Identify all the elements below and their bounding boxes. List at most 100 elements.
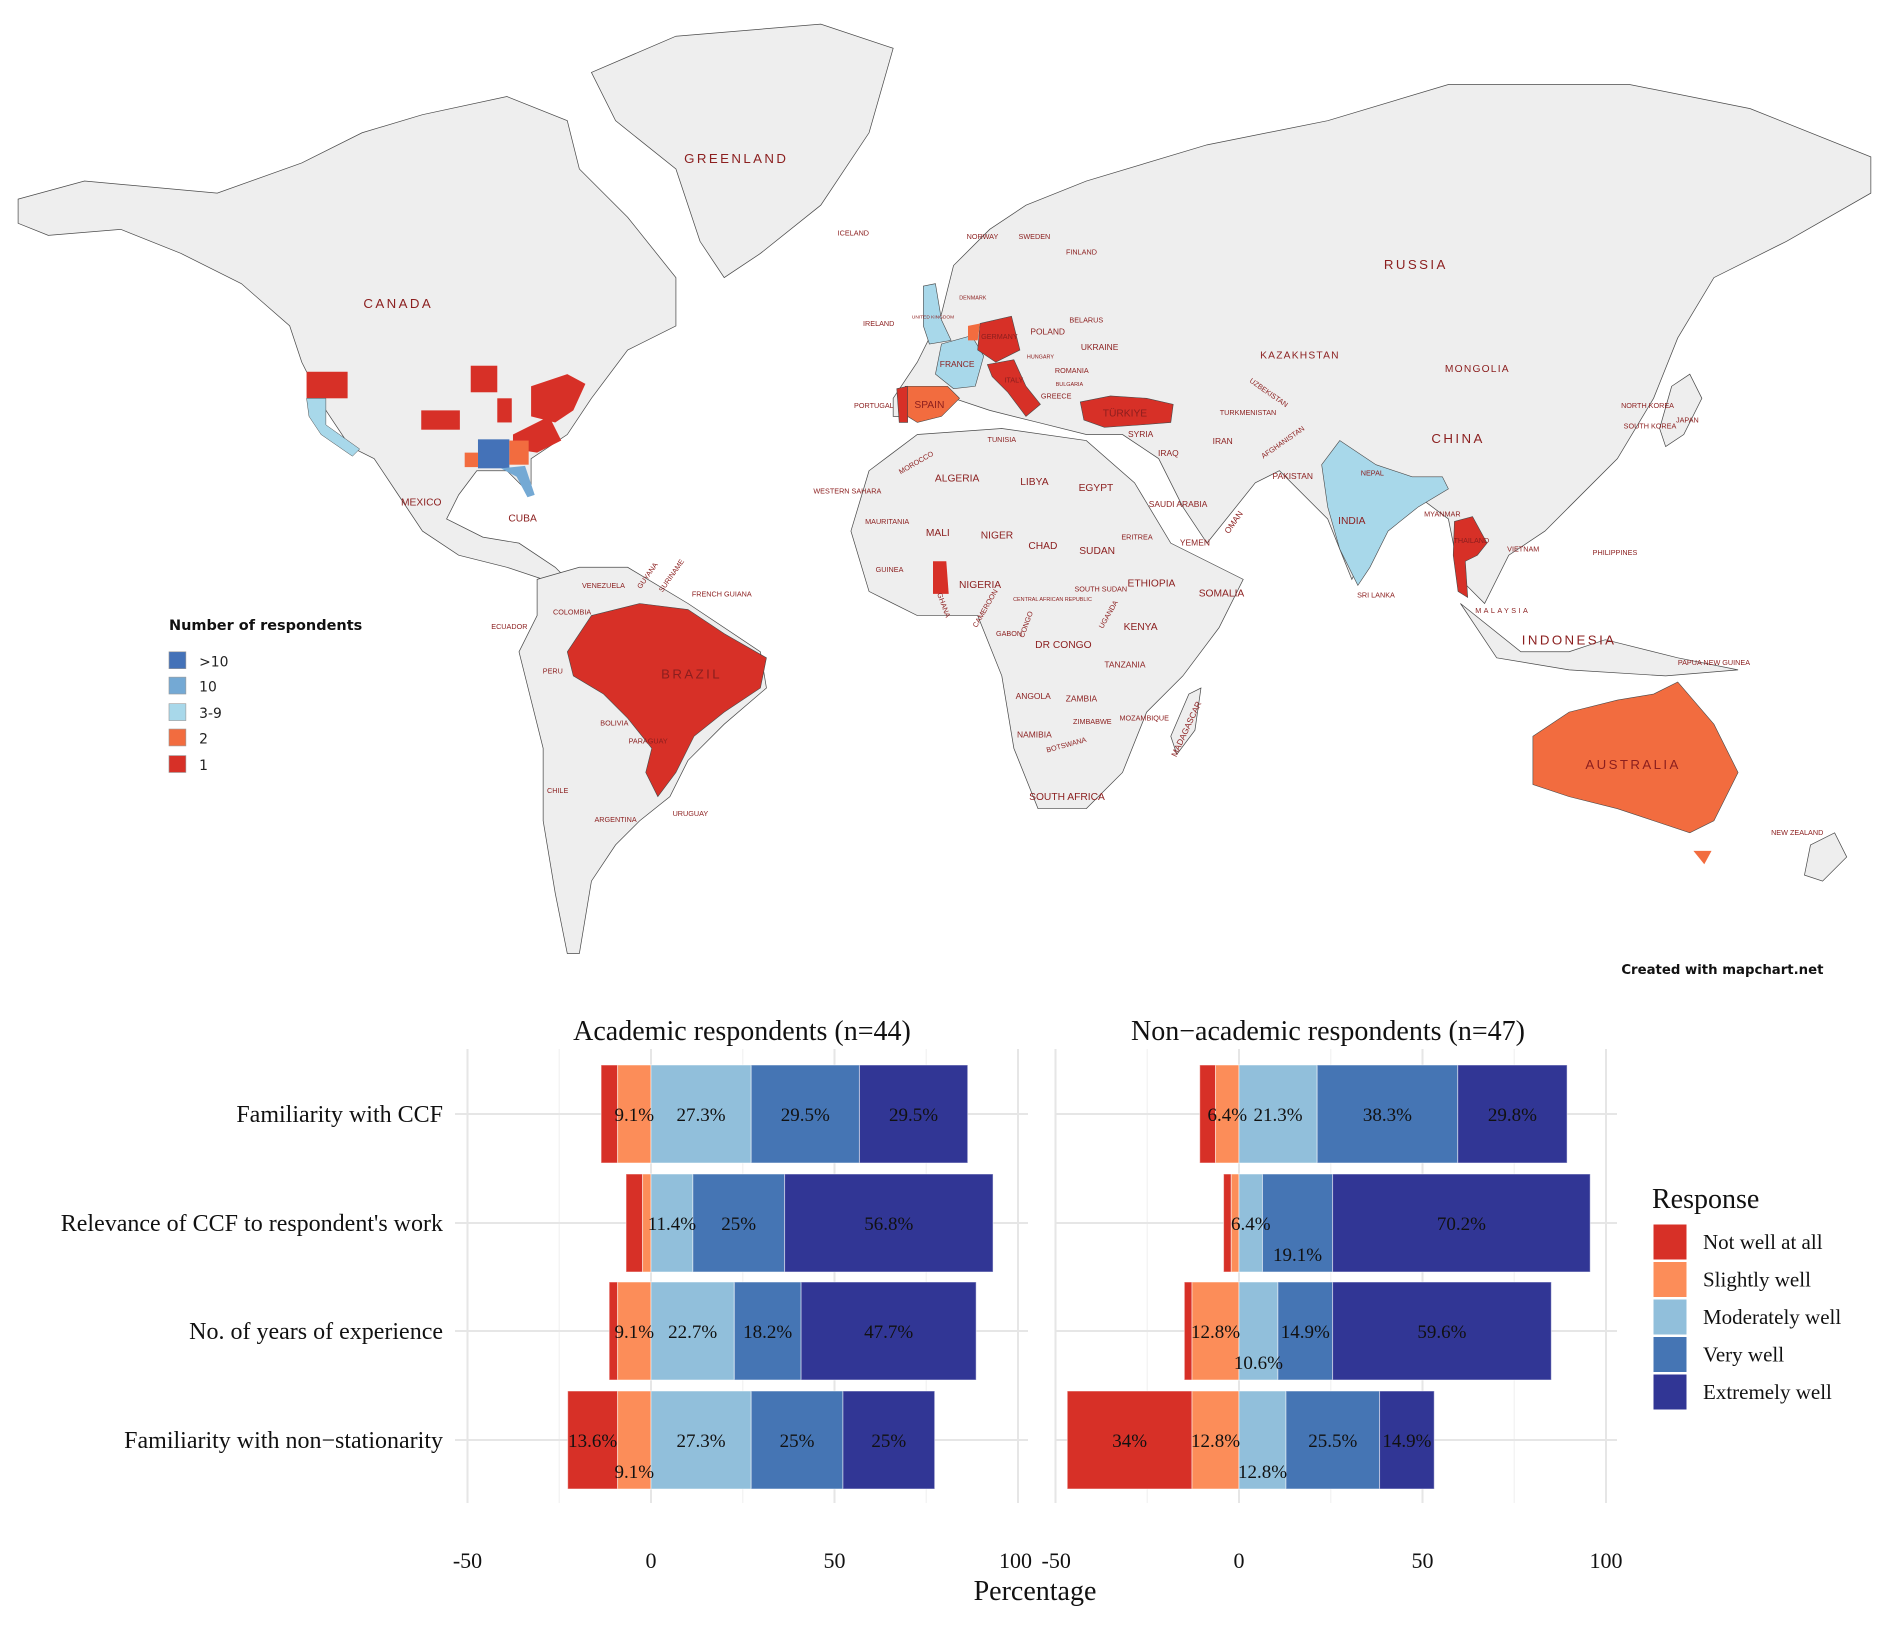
country-label: SURINAME [657,557,686,594]
category-label: No. of years of experience [189,1319,443,1345]
bar-very-well [692,1173,786,1273]
bar-extremely-well [1332,1281,1552,1381]
united-kingdom-region [923,283,952,345]
bar-moderately-well [650,1173,694,1273]
country-label: SAUDI ARABIA [1149,499,1208,509]
bar-moderately-well [1238,1281,1279,1381]
country-label: HUNGARY [1027,354,1054,360]
country-label: SUDAN [1079,546,1115,557]
bar-moderately-well [650,1064,752,1164]
country-label: MONGOLIA [1445,364,1510,375]
country-label: ERITREA [1121,533,1153,542]
legend-label: 3-9 [199,706,222,722]
bar-value-label: 12.8% [1238,1462,1287,1483]
country-label: WESTERN SAHARA [813,487,881,496]
bar-very-well [1277,1281,1334,1381]
bar-value-label: 6.4% [1231,1214,1271,1235]
country-label: ARGENTINA [594,815,636,824]
country-label: DENMARK [959,295,986,301]
bar-not-well-at-all [625,1173,644,1273]
bar-slightly-well [617,1281,652,1381]
bar-value-label: 29.5% [781,1105,830,1126]
country-label: PORTUGAL [854,401,894,410]
country-label: GERMANY [981,332,1018,341]
bar-value-label: 9.1% [615,1105,655,1126]
louisiana-region [464,452,478,468]
country-label: BRAZIL [661,666,722,681]
bar-very-well [1316,1064,1459,1164]
bar-extremely-well [842,1390,936,1490]
country-label: URUGUAY [673,809,709,818]
response-legend: Not well at all Slightly well Moderately w… [1652,1223,1841,1411]
indonesia-landmass [1460,603,1739,677]
country-label: TANZANIA [1104,659,1145,669]
bar-value-label: 56.8% [864,1214,913,1235]
bar-value-label: 22.7% [668,1322,717,1343]
bar-value-label: 14.9% [1382,1431,1431,1452]
country-label: NEW ZEALAND [1771,828,1823,837]
legend-swatch-moderately-well [1652,1298,1688,1336]
oregon-region [306,371,348,399]
legend-label: >10 [199,654,228,670]
australia-region [1532,681,1739,834]
bar-very-well [750,1390,844,1490]
legend-label: 10 [199,680,217,696]
country-label: NORTH KOREA [1621,401,1674,410]
country-label: ROMANIA [1055,366,1089,375]
country-label: NORWAY [967,232,999,241]
country-label: KENYA [1124,622,1158,633]
country-label: CHAD [1028,541,1057,552]
country-label: FINLAND [1066,248,1097,257]
bar-extremely-well [1379,1390,1435,1490]
bar-value-label: 10.6% [1234,1353,1283,1374]
georgia-region [509,440,529,465]
madagascar-landmass [1170,687,1202,756]
country-label: DR CONGO [1035,640,1091,651]
north-america-landmass [17,96,677,580]
country-label: UNITED KINGDOM [912,315,954,321]
country-label: VENEZUELA [582,581,625,590]
country-label: MOZAMBIQUE [1120,714,1170,723]
bar-value-label: 59.6% [1417,1322,1466,1343]
x-tick-label: -50 [1042,1548,1071,1573]
legend-label: Not well at all [1703,1230,1823,1254]
bar-value-label: 25.5% [1308,1431,1357,1452]
legend-label: Very well [1703,1343,1784,1367]
country-label: LIBYA [1020,477,1048,488]
x-tick-label: 0 [1234,1548,1245,1573]
country-label: BOLIVIA [600,718,628,727]
panel-title-non-academic: Non−academic respondents (n=47) [1131,1016,1525,1047]
legend-label: Extremely well [1703,1380,1832,1404]
country-label: PHILIPPINES [1593,548,1638,557]
x-axis-ticks: -50 0 50 100 -50 0 50 100 [453,1548,1623,1573]
bar-value-label: 9.1% [615,1462,655,1483]
bar-value-label: 6.4% [1207,1105,1247,1126]
legend-label: Slightly well [1703,1268,1811,1292]
country-label: UKRAINE [1081,342,1119,352]
country-label: NAMIBIA [1017,729,1052,739]
x-tick-label: -50 [453,1548,482,1573]
country-label: ITALY [1004,376,1023,385]
bar-value-label: 27.3% [677,1431,726,1452]
country-label: INDONESIA [1522,633,1617,648]
country-label: PERU [543,667,563,676]
category-label: Relevance of CCF to respondent's work [61,1211,443,1237]
x-tick-label: 50 [824,1548,846,1573]
country-label: SOMALIA [1199,588,1245,599]
x-tick-label: 0 [646,1548,657,1573]
country-label: MALI [926,528,950,539]
bar-very-well [750,1064,860,1164]
germany-region [977,315,1021,363]
country-label: SWEDEN [1019,232,1051,241]
country-label: AUSTRALIA [1585,757,1680,772]
map-credit: Created with mapchart.net [1621,963,1824,978]
x-axis-title: Percentage [974,1576,1097,1607]
panel-title-academic: Academic respondents (n=44) [573,1016,911,1047]
country-label: ZIMBABWE [1073,717,1112,726]
country-label: IRELAND [863,319,894,328]
country-label: PAPUA NEW GUINEA [1678,658,1750,667]
bar-extremely-well [784,1173,994,1273]
bar-value-label: 19.1% [1273,1245,1322,1266]
legend-label: 2 [199,732,208,748]
brazil-region [566,603,767,798]
